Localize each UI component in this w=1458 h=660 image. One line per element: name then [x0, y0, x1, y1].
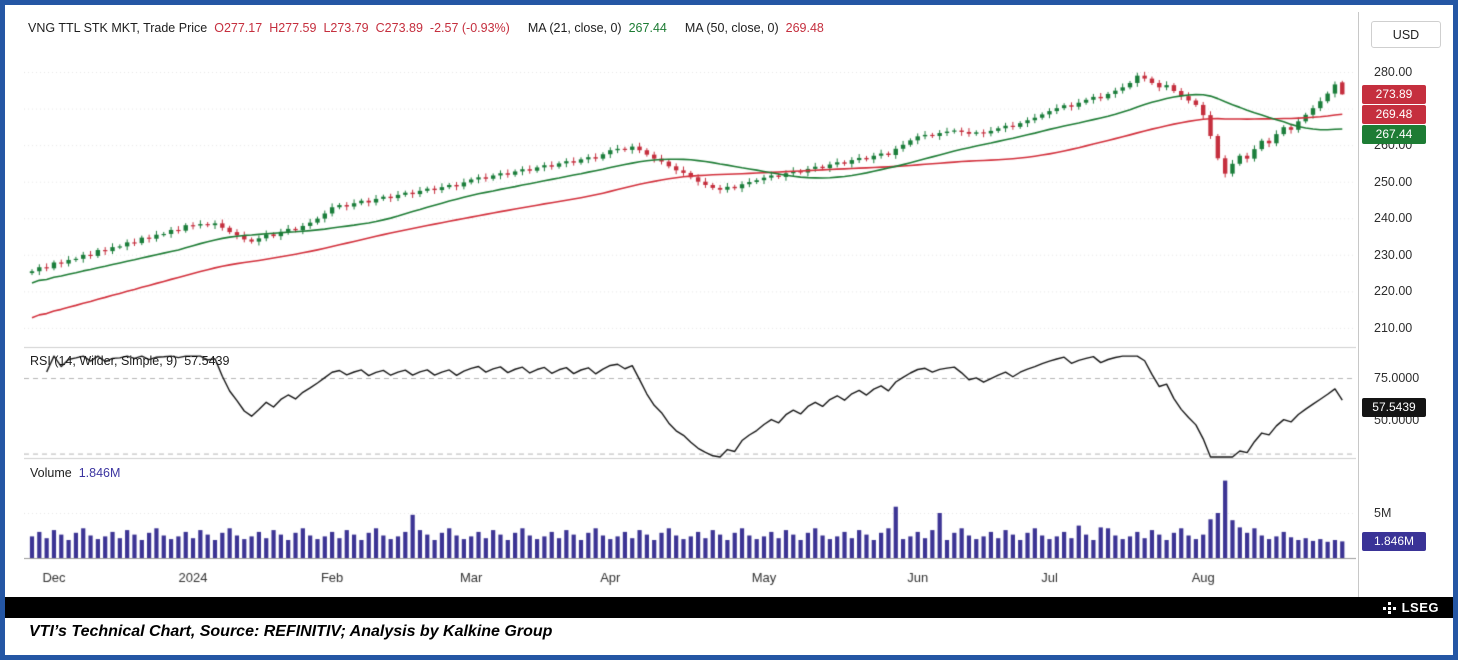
volume-value: 1.846M — [78, 466, 121, 480]
rsi-legend: RSI (14, Wilder, Simple, 9) 57.5439 — [30, 354, 229, 368]
price-tick-label: 250.00 — [1374, 174, 1413, 189]
volume-label: Volume — [30, 466, 72, 480]
price-tick-label: 210.00 — [1374, 320, 1413, 335]
ma21-value: 267.44 — [628, 21, 667, 35]
price-legend: VNG TTL STK MKT, Trade Price O277.17 H27… — [28, 21, 824, 35]
ma50-label: MA (50, close, 0) — [684, 21, 779, 35]
instrument-name: VNG TTL STK MKT, Trade Price — [28, 21, 208, 35]
close-value: C273.89 — [375, 21, 423, 35]
technical-chart-canvas[interactable] — [24, 12, 1356, 588]
change-value: -2.57 (-0.93%) — [429, 21, 510, 35]
ma50-value: 269.48 — [785, 21, 824, 35]
lseg-logo-text: LSEG — [1401, 600, 1439, 615]
price-badge: 269.48 — [1362, 104, 1426, 124]
volume-tick-label: 5M — [1374, 506, 1392, 520]
currency-selector[interactable]: USD — [1371, 21, 1441, 48]
caption-text: VTI’s Technical Chart, Source: REFINITIV… — [29, 623, 553, 640]
ma21-label: MA (21, close, 0) — [527, 21, 622, 35]
volume-legend: Volume 1.846M — [30, 466, 120, 480]
volume-badge: 1.846M — [1362, 531, 1426, 551]
price-axis-pane: USD 280.00 260.00 250.00 240.00 230.00 220.00… — [1358, 12, 1453, 597]
rsi-badge: 57.5439 — [1362, 397, 1426, 417]
price-tick-label: 220.00 — [1374, 284, 1413, 299]
lseg-footer-bar: LSEG — [5, 597, 1453, 618]
rsi-tick-label: 75.0000 — [1374, 371, 1420, 385]
high-value: H277.59 — [269, 21, 317, 35]
price-badge: 273.89 — [1362, 84, 1426, 104]
rsi-label: RSI (14, Wilder, Simple, 9) — [30, 354, 178, 368]
low-value: L273.79 — [323, 21, 369, 35]
rsi-value: 57.5439 — [184, 354, 230, 368]
price-tick-label: 240.00 — [1374, 211, 1413, 226]
price-tick-label: 280.00 — [1374, 65, 1413, 79]
price-tick-label: 230.00 — [1374, 247, 1413, 262]
open-value: O277.17 — [214, 21, 263, 35]
price-badge: 267.44 — [1362, 124, 1426, 144]
lseg-logo-icon — [1382, 601, 1396, 614]
